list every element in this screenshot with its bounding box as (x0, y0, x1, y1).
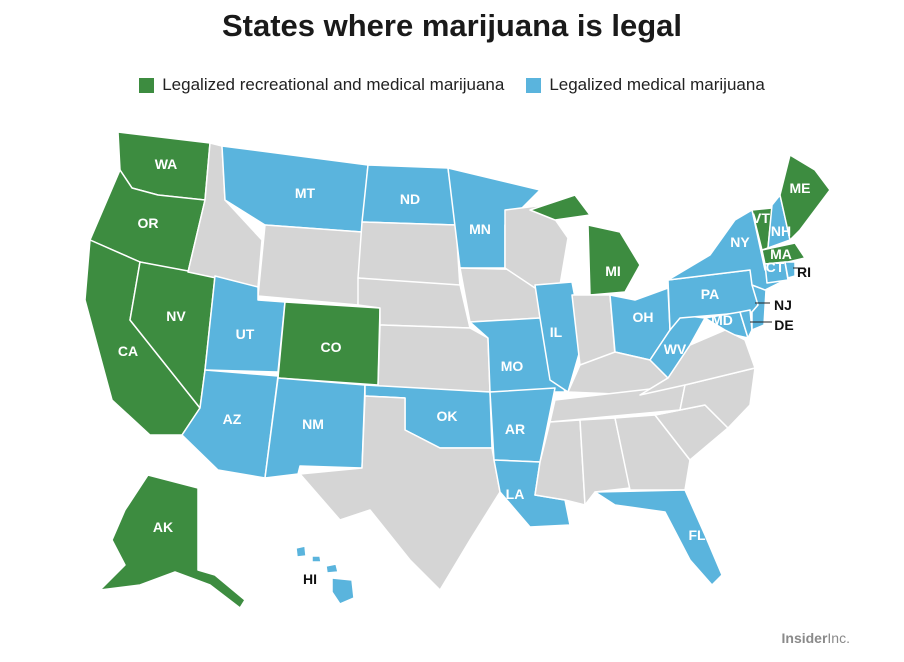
publisher-suffix: Inc. (827, 630, 850, 646)
state-label-LA: LA (506, 486, 525, 502)
state-label-AZ: AZ (223, 411, 242, 427)
state-SD (357, 221, 461, 289)
state-TX (299, 395, 501, 591)
state-FL (594, 489, 723, 586)
state-label-OH: OH (633, 309, 654, 325)
state-MI (529, 194, 641, 296)
state-label-MD: MD (711, 312, 733, 328)
publisher-logo: InsiderInc. (782, 630, 850, 646)
state-label-CO: CO (321, 339, 342, 355)
state-AK (99, 474, 246, 609)
state-label-FL: FL (688, 527, 706, 543)
legend-label-recreational: Legalized recreational and medical marij… (162, 75, 505, 94)
state-label-NJ: NJ (774, 297, 792, 313)
state-label-CA: CA (118, 343, 138, 359)
state-label-MN: MN (469, 221, 491, 237)
map-title: States where marijuana is legal (221, 8, 683, 43)
state-label-UT: UT (236, 326, 255, 342)
state-MA (761, 242, 806, 265)
state-label-AK: AK (153, 519, 173, 535)
state-MD (704, 311, 749, 339)
state-RI (784, 261, 796, 279)
state-AL (579, 417, 631, 506)
state-KS (377, 324, 491, 393)
state-AZ (181, 369, 279, 479)
state-label-RI: RI (797, 264, 811, 280)
state-WY (257, 224, 363, 306)
state-GA (614, 414, 691, 491)
state-HI (295, 545, 355, 605)
state-label-HI: HI (303, 571, 317, 587)
state-label-MT: MT (295, 185, 316, 201)
state-ME (779, 154, 831, 241)
state-label-MO: MO (501, 358, 524, 374)
state-label-MI: MI (605, 263, 621, 279)
state-label-IL: IL (550, 324, 563, 340)
state-label-NV: NV (166, 308, 186, 324)
state-label-NM: NM (302, 416, 324, 432)
state-label-AR: AR (505, 421, 525, 437)
legend-label-medical: Legalized medical marijuana (549, 75, 765, 94)
state-label-PA: PA (701, 286, 719, 302)
state-label-CT: CT (766, 259, 785, 275)
state-label-DE: DE (774, 317, 793, 333)
legend-swatch-medical (526, 77, 542, 93)
state-label-VT: VT (752, 210, 770, 226)
state-label-OK: OK (437, 408, 458, 424)
publisher-brand: Insider (781, 630, 828, 646)
legend-swatch-recreational (139, 77, 155, 93)
state-label-ND: ND (400, 191, 420, 207)
state-label-NH: NH (771, 223, 791, 239)
state-label-WV: WV (664, 341, 687, 357)
legend: Legalized recreational and medical marij… (0, 75, 904, 95)
state-label-OR: OR (138, 215, 159, 231)
state-NC (654, 367, 756, 429)
state-label-MA: MA (770, 246, 792, 262)
state-label-WA: WA (155, 156, 178, 172)
state-label-ME: ME (790, 180, 811, 196)
legend-item-recreational: Legalized recreational and medical marij… (139, 75, 504, 95)
state-label-NY: NY (730, 234, 750, 250)
state-labels: WA OR CA NV MT ND MN UT CO AZ NM OK AR MO IL LA MI OH WV PA… (118, 156, 811, 587)
state-CT (764, 261, 789, 284)
legend-item-medical: Legalized medical marijuana (526, 75, 765, 95)
